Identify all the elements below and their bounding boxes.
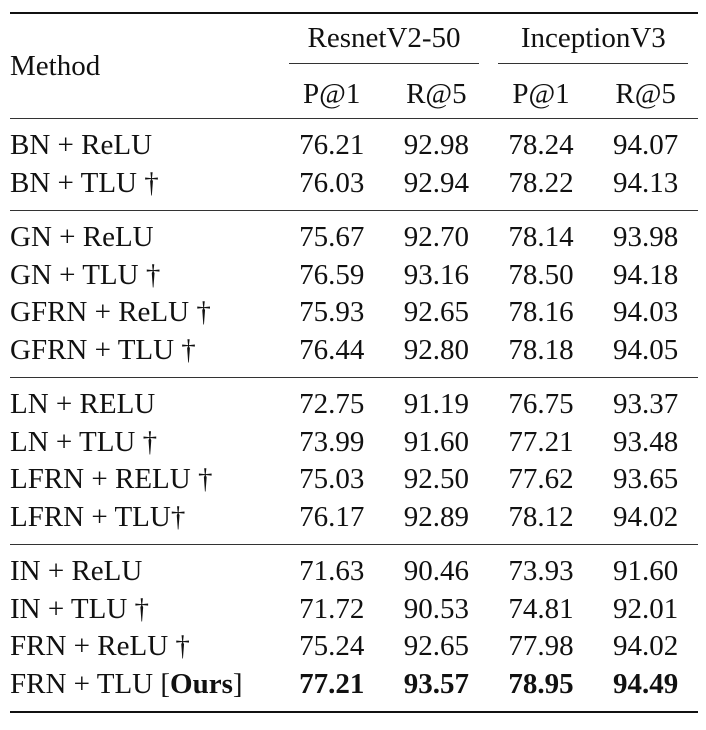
table-row: LFRN + RELU † 75.03 92.50 77.62 93.65 (10, 461, 698, 499)
value-cell: 91.60 (613, 555, 679, 588)
table-row: GN + TLU † 76.59 93.16 78.50 94.18 (10, 257, 698, 295)
group-header-inception: InceptionV3 (489, 13, 698, 70)
value-cell: 93.48 (613, 425, 679, 458)
value-cell: 92.89 (403, 500, 469, 533)
value-cell: 94.07 (613, 129, 679, 162)
value-cell: 75.93 (299, 296, 365, 329)
method-cell: FRN + ReLU † (10, 630, 190, 663)
value-cell: 93.37 (613, 388, 679, 421)
table-row: BN + TLU † 76.03 92.94 78.22 94.13 (10, 165, 698, 211)
value-cell: 77.21 (299, 667, 365, 700)
value-cell: 92.80 (403, 333, 469, 366)
value-cell: 75.67 (299, 221, 365, 254)
table-row: BN + ReLU 76.21 92.98 78.24 94.07 (10, 118, 698, 165)
value-cell: 76.03 (299, 166, 365, 199)
value-cell: 92.94 (403, 166, 469, 199)
value-cell: 92.65 (403, 296, 469, 329)
value-cell: 93.57 (403, 667, 469, 700)
value-cell: 78.18 (508, 333, 574, 366)
value-cell: 73.99 (299, 425, 365, 458)
value-cell: 76.44 (299, 333, 365, 366)
value-cell: 76.75 (508, 388, 574, 421)
method-cell: BN + ReLU (10, 129, 153, 162)
value-cell: 94.03 (613, 296, 679, 329)
results-table: Method ResnetV2-50 InceptionV3 P@1 R@5 P… (10, 12, 698, 713)
value-cell: 94.18 (613, 258, 679, 291)
value-cell: 93.65 (613, 463, 679, 496)
value-cell: 78.12 (508, 500, 574, 533)
method-cell: GN + ReLU (10, 221, 154, 254)
value-cell: 75.03 (299, 463, 365, 496)
value-cell: 71.63 (299, 555, 365, 588)
value-cell: 78.24 (508, 129, 574, 162)
value-cell: 94.49 (613, 667, 679, 700)
value-cell: 94.05 (613, 333, 679, 366)
method-cell: IN + TLU † (10, 592, 150, 625)
value-cell: 76.59 (299, 258, 365, 291)
method-cell: GFRN + ReLU † (10, 296, 211, 329)
method-cell: IN + ReLU (10, 555, 143, 588)
metric-header: P@1 (303, 77, 361, 110)
value-cell: 94.13 (613, 166, 679, 199)
table-row: IN + ReLU 71.63 90.46 73.93 91.60 (10, 544, 698, 591)
ours-label: Ours (170, 667, 233, 700)
value-cell: 73.93 (508, 555, 574, 588)
value-cell: 91.60 (403, 425, 469, 458)
group-header-resnet: ResnetV2-50 (279, 13, 488, 70)
method-cell: LN + TLU † (10, 425, 158, 458)
table-row: GN + ReLU 75.67 92.70 78.14 93.98 (10, 210, 698, 257)
value-cell: 92.98 (403, 129, 469, 162)
method-cell: GFRN + TLU † (10, 333, 196, 366)
value-cell: 74.81 (508, 592, 574, 625)
table-row: LN + TLU † 73.99 91.60 77.21 93.48 (10, 424, 698, 462)
value-cell: 94.02 (613, 500, 679, 533)
metric-header: P@1 (512, 77, 570, 110)
value-cell: 92.65 (403, 630, 469, 663)
value-cell: 77.21 (508, 425, 574, 458)
method-cell: GN + TLU † (10, 258, 161, 291)
table-row: LFRN + TLU† 76.17 92.89 78.12 94.02 (10, 499, 698, 545)
value-cell: 93.16 (403, 258, 469, 291)
value-cell: 90.46 (403, 555, 469, 588)
table-row: LN + RELU 72.75 91.19 76.75 93.37 (10, 377, 698, 424)
method-cell-ours: FRN + TLU [Ours] (10, 667, 243, 700)
value-cell: 76.17 (299, 500, 365, 533)
table-row: FRN + ReLU † 75.24 92.65 77.98 94.02 (10, 628, 698, 666)
value-cell: 93.98 (613, 221, 679, 254)
value-cell: 77.98 (508, 630, 574, 663)
table-row-ours: FRN + TLU [Ours] 77.21 93.57 78.95 94.49 (10, 666, 698, 712)
value-cell: 94.02 (613, 630, 679, 663)
method-column-header: Method (10, 49, 101, 82)
value-cell: 72.75 (299, 388, 365, 421)
method-cell: LN + RELU (10, 388, 156, 421)
value-cell: 92.70 (403, 221, 469, 254)
method-cell: LFRN + RELU † (10, 463, 213, 496)
method-cell: LFRN + TLU† (10, 500, 186, 533)
value-cell: 78.14 (508, 221, 574, 254)
value-cell: 78.22 (508, 166, 574, 199)
value-cell: 75.24 (299, 630, 365, 663)
metric-header: R@5 (615, 77, 676, 110)
value-cell: 78.50 (508, 258, 574, 291)
method-cell: BN + TLU † (10, 166, 159, 199)
table-row: GFRN + TLU † 76.44 92.80 78.18 94.05 (10, 332, 698, 378)
metric-header: R@5 (406, 77, 467, 110)
value-cell: 90.53 (403, 592, 469, 625)
value-cell: 77.62 (508, 463, 574, 496)
value-cell: 92.50 (403, 463, 469, 496)
value-cell: 78.16 (508, 296, 574, 329)
table-row: IN + TLU † 71.72 90.53 74.81 92.01 (10, 591, 698, 629)
value-cell: 91.19 (403, 388, 469, 421)
value-cell: 76.21 (299, 129, 365, 162)
value-cell: 78.95 (508, 667, 574, 700)
value-cell: 71.72 (299, 592, 365, 625)
value-cell: 92.01 (613, 592, 679, 625)
table-row: GFRN + ReLU † 75.93 92.65 78.16 94.03 (10, 294, 698, 332)
